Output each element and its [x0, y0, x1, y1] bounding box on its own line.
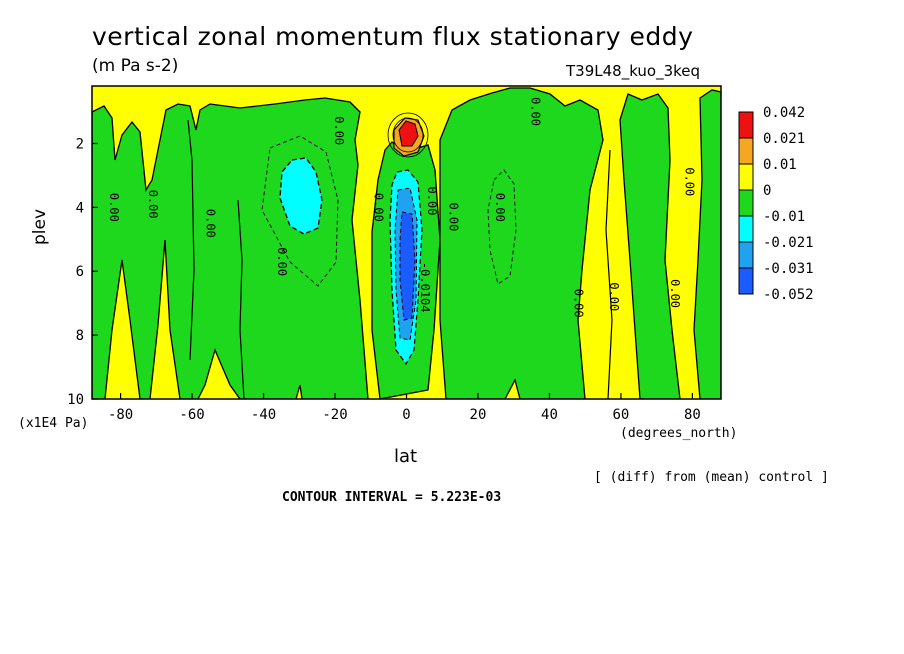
y-tick-label: 6 [76, 264, 84, 280]
y-axis-unit: (x1E4 Pa) [18, 416, 89, 431]
contour-label: 0.00 [446, 202, 460, 231]
legend-swatch [738, 189, 754, 217]
legend-swatch [738, 241, 754, 269]
y-tick-label: 8 [76, 328, 84, 344]
contour-label: 0.00 [668, 279, 682, 308]
negative-lobe-sh [279, 157, 323, 235]
x-tick-label: -60 [179, 407, 204, 423]
legend-level: -0.052 [763, 287, 814, 303]
plot-area: 0.00 0.00 0.00 0.00 0.00 0.00 0.00 0.00 0.00 0.00… [92, 86, 721, 399]
legend-level: 0 [763, 183, 771, 199]
zero-contours [187, 119, 613, 399]
x-tick-label: -20 [322, 407, 347, 423]
legend-swatch [738, 215, 754, 243]
x-tick-label: 60 [613, 407, 630, 423]
contour-label: 0.00 [607, 282, 621, 311]
positive-max-red [398, 120, 419, 147]
negative-region-nh [439, 87, 604, 399]
negative-region-north-pole [693, 89, 721, 399]
x-tick-label: 80 [684, 407, 701, 423]
legend-swatch [738, 267, 754, 295]
contour-label: 0.00 [275, 247, 289, 276]
legend-swatch [738, 111, 754, 139]
x-tick-label: 40 [541, 407, 558, 423]
legend-level: -0.031 [763, 261, 814, 277]
y-tick-label: 4 [76, 200, 84, 216]
x-tick-label: -40 [251, 407, 276, 423]
weak-negative-lobe-nh [487, 169, 517, 285]
negative-core-strong [399, 211, 416, 321]
contour-labels: 0.00 0.00 0.00 0.00 0.00 0.00 0.00 0.00 0.00 0.00… [107, 97, 696, 318]
legend-level: -0.01 [763, 209, 805, 225]
contour-label: 0.00 [107, 193, 121, 222]
y-tick-label: 2 [76, 136, 84, 152]
legend-swatch [738, 163, 754, 191]
contour-label: 0.00 [146, 190, 160, 219]
contour-label: 0.00 [571, 289, 585, 318]
contour-label: 0.00 [493, 193, 507, 222]
contour-label: 0.00 [425, 187, 439, 216]
contour-label: -0.0104 [418, 262, 432, 313]
x-axis-label: lat [394, 446, 418, 467]
x-axis-unit: (degrees_north) [620, 426, 738, 441]
negative-region-nh-east [619, 93, 681, 399]
run-label: T39L48_kuo_3keq [566, 62, 701, 80]
legend-level: -0.021 [763, 235, 814, 251]
legend-level: 0.021 [763, 131, 805, 147]
x-tick-label: -80 [108, 407, 133, 423]
contour-label: 0.00 [332, 116, 346, 145]
x-axis-ticks: -80 -60 -40 -20 0 20 40 60 80 [108, 393, 701, 423]
negative-lobe-outline [261, 135, 339, 287]
diff-note: [ (diff) from (mean) control ] [594, 470, 829, 485]
color-legend: 0.042 0.021 0.01 0 -0.01 -0.021 -0.031 -0.052 [738, 105, 814, 303]
contour-label: 0.00 [203, 209, 217, 238]
positive-max-rings [387, 112, 429, 158]
x-tick-label: 0 [402, 407, 410, 423]
legend-level: 0.01 [763, 157, 797, 173]
contour-label: 0.00 [371, 193, 385, 222]
contour-label: 0.00 [682, 167, 696, 196]
y-tick-label: 10 [67, 392, 84, 408]
legend-swatch [738, 137, 754, 165]
y-axis-ticks: 2 4 6 8 10 [67, 136, 98, 408]
x-tick-label: 20 [470, 407, 487, 423]
contour-label: 0.00 [529, 97, 543, 126]
contour-interval: CONTOUR INTERVAL = 5.223E-03 [282, 490, 502, 505]
chart-title: vertical zonal momentum flux stationary … [92, 22, 694, 51]
legend-level: 0.042 [763, 105, 805, 121]
chart-units: (m Pa s-2) [92, 56, 179, 76]
